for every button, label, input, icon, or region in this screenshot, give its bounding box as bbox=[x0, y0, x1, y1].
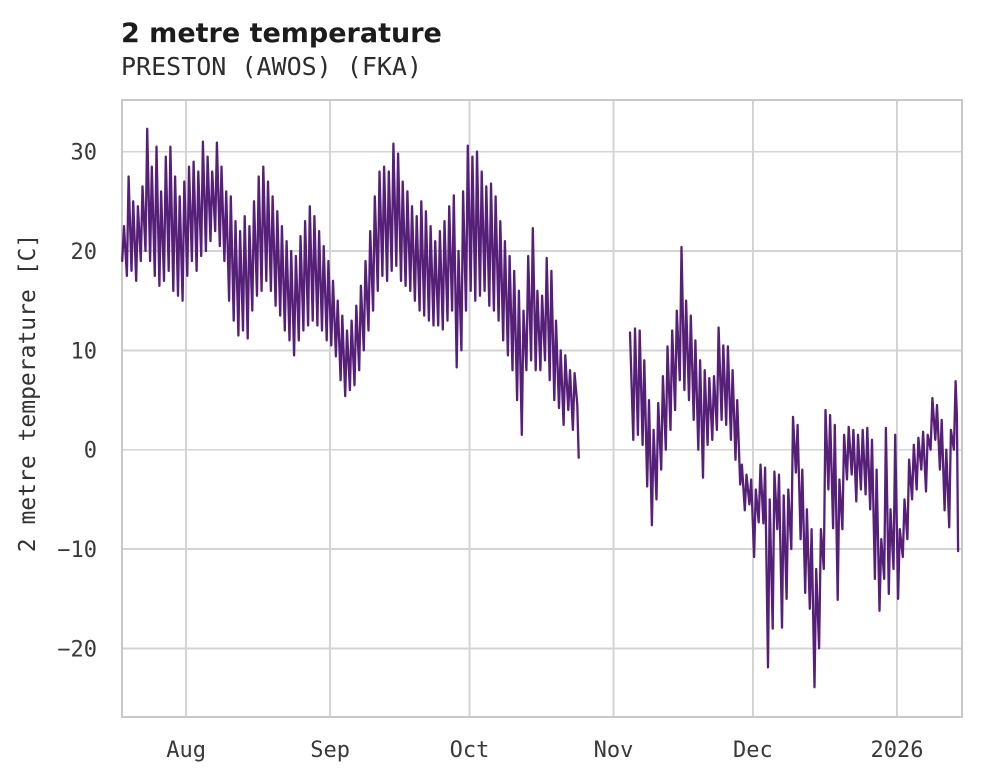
x-tick-label: Dec bbox=[733, 738, 773, 763]
y-tick-label: −10 bbox=[57, 538, 97, 563]
x-tick-label: 2026 bbox=[870, 738, 923, 763]
gridlines bbox=[122, 100, 962, 717]
y-tick-label: −20 bbox=[57, 637, 97, 662]
x-tick-label: Sep bbox=[310, 738, 350, 763]
chart-subtitle: PRESTON (AWOS) (FKA) bbox=[121, 52, 423, 81]
temperature-line bbox=[628, 245, 960, 689]
y-tick-label: 20 bbox=[71, 240, 98, 265]
y-axis-title: 2 metre temperature [C] bbox=[15, 233, 41, 553]
y-tick-label: 10 bbox=[71, 339, 98, 364]
temperature-line bbox=[121, 127, 580, 459]
x-tick-label: Aug bbox=[166, 738, 206, 763]
y-tick-labels: 30 20 10 0 −10 −20 bbox=[57, 141, 97, 663]
chart-title: 2 metre temperature bbox=[121, 18, 442, 49]
y-tick-label: 0 bbox=[84, 439, 97, 464]
plot-border bbox=[120, 98, 964, 719]
y-tick-label: 30 bbox=[71, 141, 98, 166]
x-tick-labels: Aug Sep Oct Nov Dec 2026 bbox=[166, 738, 923, 763]
x-tick-label: Oct bbox=[450, 738, 490, 763]
x-tick-label: Nov bbox=[594, 738, 634, 763]
